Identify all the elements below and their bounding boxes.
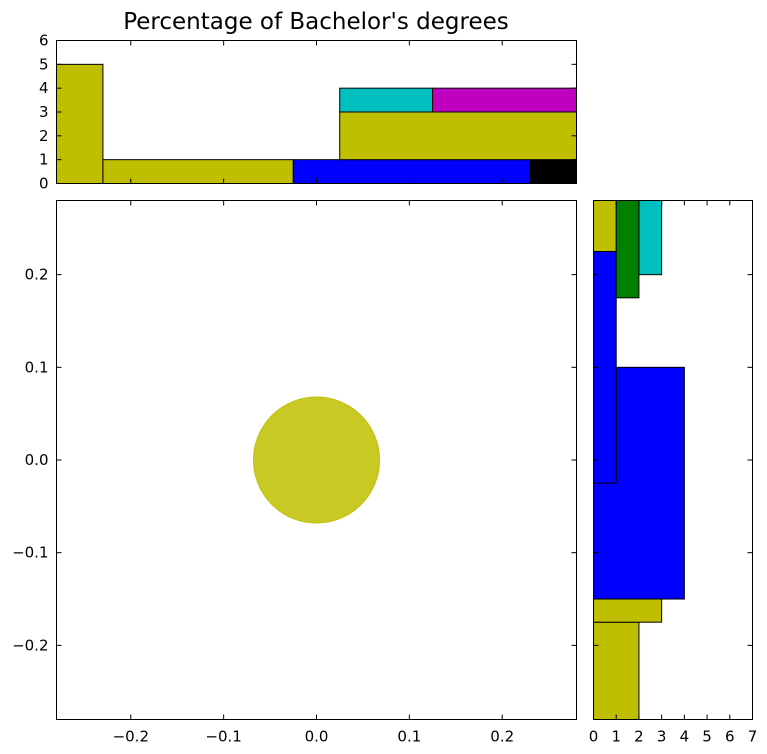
y-tick-label: 3 <box>39 103 49 121</box>
x-tick-label: 1 <box>611 728 621 746</box>
x-tick-label: 0 <box>589 728 599 746</box>
y-tick-label: 0.1 <box>25 358 49 376</box>
histogram-bar <box>593 200 617 252</box>
x-tick-label: −0.2 <box>113 728 149 746</box>
y-tick-label: 6 <box>39 32 49 50</box>
axis-ticks: −0.2 −0.1 0.0 0.1 0.2−0.2−0.10.00.10.2012345… <box>12 32 757 746</box>
y-tick-label: −0.2 <box>12 636 48 654</box>
y-tick-label: 1 <box>39 151 49 169</box>
histogram-bar <box>432 87 578 113</box>
histogram-bar <box>292 159 531 185</box>
histogram-bar <box>529 159 577 185</box>
y-tick-label: 0.2 <box>25 266 49 284</box>
x-tick-label: −0.1 <box>205 728 241 746</box>
x-tick-label: 6 <box>725 728 735 746</box>
x-tick-label: 0.2 <box>490 728 514 746</box>
scatter-points <box>253 396 380 524</box>
y-tick-label: 4 <box>39 79 49 97</box>
y-tick-label: 2 <box>39 127 49 145</box>
histogram-bar <box>615 200 640 299</box>
y-tick-label: 0.0 <box>25 451 49 469</box>
right-histogram-bars <box>593 200 685 720</box>
x-tick-label: 3 <box>657 728 667 746</box>
scatter-point <box>253 396 380 524</box>
y-tick-label: 0 <box>39 175 49 193</box>
x-tick-label: 4 <box>680 728 690 746</box>
x-tick-label: 0.1 <box>397 728 421 746</box>
x-tick-label: 7 <box>748 728 758 746</box>
x-tick-label: 2 <box>634 728 644 746</box>
histogram-bar <box>56 63 104 184</box>
top-histogram-bars <box>56 63 578 185</box>
y-tick-label: −0.1 <box>12 544 48 562</box>
x-tick-label: 0.0 <box>305 728 329 746</box>
histogram-bar <box>102 159 294 185</box>
histogram-bar <box>339 111 578 161</box>
histogram-bar <box>339 87 434 113</box>
histogram-bar <box>638 200 663 276</box>
x-tick-label: 5 <box>702 728 712 746</box>
y-tick-label: 5 <box>39 55 49 73</box>
chart-title: Percentage of Bachelor's degrees <box>123 9 509 35</box>
histogram-bar <box>593 621 640 720</box>
